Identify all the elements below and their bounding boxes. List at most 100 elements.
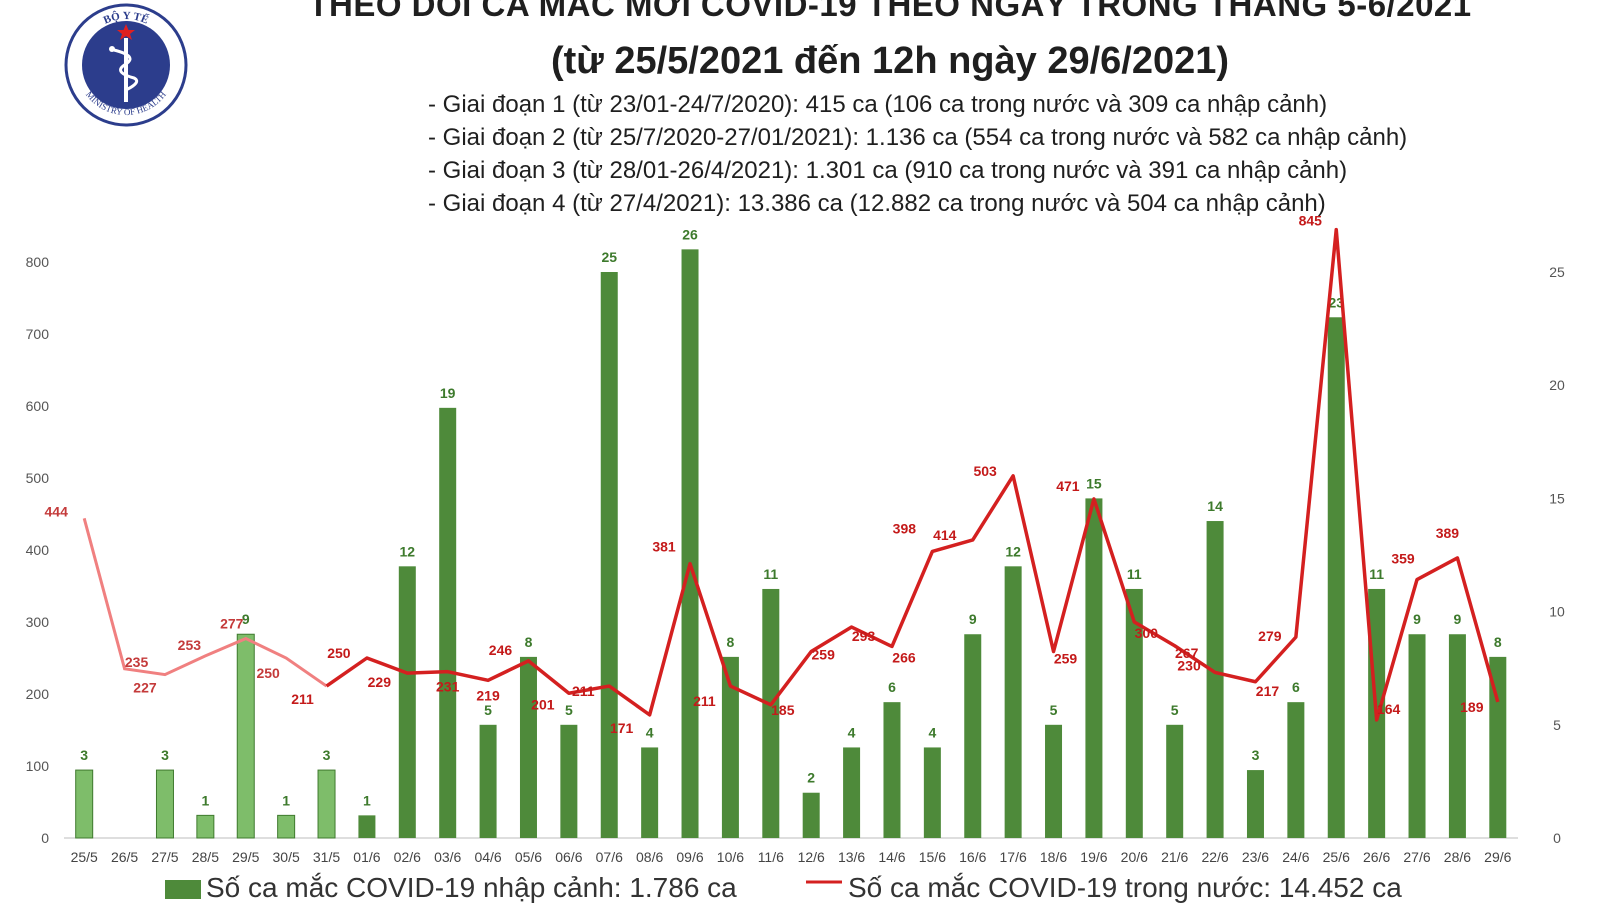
x-tick-label: 09/6 <box>676 849 703 865</box>
bar <box>802 792 820 838</box>
line-value-label: 389 <box>1436 525 1460 541</box>
x-tick-label: 31/5 <box>313 849 340 865</box>
bar <box>1327 317 1345 838</box>
x-tick-label: 24/6 <box>1282 849 1309 865</box>
line-value-label: 211 <box>291 691 314 707</box>
line-value-label: 171 <box>610 720 634 736</box>
x-tick-label: 04/6 <box>474 849 501 865</box>
x-tick-label: 15/6 <box>919 849 946 865</box>
x-tick-label: 25/6 <box>1323 849 1350 865</box>
bar-value-label: 1 <box>201 792 209 808</box>
logo-top-text: BỘ Y TẾ <box>102 9 151 26</box>
y-right-tick-label: 10 <box>1549 604 1565 620</box>
y-left-tick-label: 400 <box>26 542 50 558</box>
x-tick-label: 08/6 <box>636 849 663 865</box>
x-tick-label: 11/6 <box>758 849 784 865</box>
y-right-tick-label: 25 <box>1549 264 1565 280</box>
bar <box>1004 566 1022 838</box>
line-value-label: 229 <box>368 674 392 690</box>
bar <box>1206 521 1224 838</box>
line-value-label: 503 <box>973 463 997 479</box>
bar-value-label: 5 <box>565 702 573 718</box>
bar-value-label: 4 <box>928 724 936 740</box>
line-value-label: 381 <box>652 539 676 555</box>
x-tick-label: 16/6 <box>959 849 986 865</box>
y-left-tick-label: 0 <box>41 830 49 846</box>
bar <box>843 747 861 838</box>
line-value-label: 266 <box>892 649 916 665</box>
line-value-label: 279 <box>1258 628 1282 644</box>
bar <box>964 634 982 838</box>
y-right-tick-label: 15 <box>1549 490 1565 506</box>
line-value-label: 259 <box>1054 651 1078 667</box>
x-tick-label: 07/6 <box>596 849 623 865</box>
line-value-label: 217 <box>1256 683 1280 699</box>
line-value-label: 246 <box>489 642 513 658</box>
x-tick-label: 12/6 <box>798 849 825 865</box>
x-tick-label: 03/6 <box>434 849 461 865</box>
bar-value-label: 1 <box>282 792 290 808</box>
line-value-label: 227 <box>133 680 157 696</box>
x-tick-label: 26/5 <box>111 849 138 865</box>
x-tick-label: 29/6 <box>1484 849 1511 865</box>
x-tick-label: 10/6 <box>717 849 744 865</box>
phase-note-3: - Giai đoạn 3 (từ 28/01-26/4/2021): 1.30… <box>428 157 1348 184</box>
bar-value-label: 12 <box>1005 543 1021 559</box>
line-series-early <box>82 517 328 688</box>
bar <box>1287 702 1305 838</box>
bar <box>1045 724 1063 838</box>
bar <box>923 747 941 838</box>
bar-value-label: 3 <box>161 747 169 763</box>
legend-bar-label: Số ca mắc COVID-19 nhập cảnh: 1.786 ca <box>206 872 737 903</box>
bar-value-label: 25 <box>601 249 617 265</box>
bar-value-label: 8 <box>727 634 735 650</box>
y-left-tick-label: 700 <box>26 326 50 342</box>
bar-value-label: 9 <box>1454 611 1462 627</box>
bar-value-label: 3 <box>1252 747 1260 763</box>
line-value-label: 250 <box>256 665 280 681</box>
y-right-tick-label: 20 <box>1549 377 1565 393</box>
bar <box>1085 498 1103 838</box>
line-value-label: 201 <box>531 696 555 712</box>
chart-subtitle: (từ 25/5/2021 đến 12h ngày 29/6/2021) <box>550 40 1230 82</box>
x-tick-label: 21/6 <box>1161 849 1188 865</box>
x-tick-label: 06/6 <box>555 849 582 865</box>
line-value-label: 164 <box>1377 701 1401 717</box>
bar-value-label: 5 <box>1171 702 1179 718</box>
line-value-label: 211 <box>572 683 595 699</box>
x-tick-label: 18/6 <box>1040 849 1067 865</box>
phase-note-1: - Giai đoạn 1 (từ 23/01-24/7/2020): 415 … <box>428 91 1328 118</box>
line-value-label: 230 <box>1177 657 1201 673</box>
bar <box>196 814 215 839</box>
legend-line-swatch <box>806 880 842 884</box>
bar-value-label: 3 <box>323 747 331 763</box>
bar <box>641 747 659 838</box>
bar-value-label: 26 <box>682 226 698 242</box>
line-value-label: 219 <box>476 687 500 703</box>
line-value-label: 398 <box>893 520 917 536</box>
line-value-label: 253 <box>178 637 202 653</box>
x-tick-label: 19/6 <box>1080 849 1107 865</box>
bar-value-label: 5 <box>484 702 492 718</box>
bar-value-label: 9 <box>242 611 250 627</box>
bar-value-label: 4 <box>646 724 654 740</box>
x-tick-label: 28/6 <box>1444 849 1471 865</box>
bar-value-label: 11 <box>1369 566 1384 582</box>
x-tick-label: 23/6 <box>1242 849 1269 865</box>
bar <box>560 724 578 838</box>
bar <box>439 407 457 838</box>
bar <box>317 769 336 839</box>
bar <box>519 656 537 838</box>
x-tick-label: 28/5 <box>192 849 219 865</box>
x-tick-label: 29/5 <box>232 849 259 865</box>
x-tick-label: 05/6 <box>515 849 542 865</box>
x-tick-label: 27/5 <box>151 849 178 865</box>
x-tick-label: 01/6 <box>353 849 380 865</box>
bar-value-label: 1 <box>363 792 371 808</box>
line-value-label: 845 <box>1299 213 1323 229</box>
line-value-label: 231 <box>436 679 460 695</box>
y-left-tick-label: 200 <box>26 686 50 702</box>
bar-value-label: 11 <box>763 566 778 582</box>
bar <box>600 272 618 838</box>
